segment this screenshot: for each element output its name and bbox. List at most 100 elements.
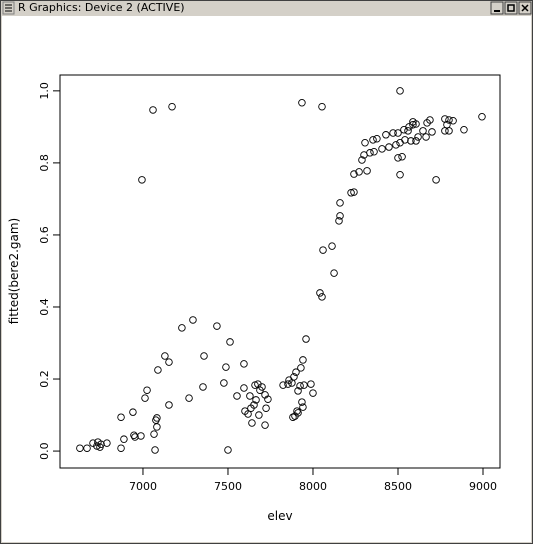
- x-tick-label: 7500: [214, 480, 242, 493]
- data-point: [143, 386, 151, 394]
- plot-device: [2, 16, 531, 542]
- data-point: [76, 444, 84, 452]
- data-point: [385, 143, 393, 151]
- data-point: [262, 404, 270, 412]
- data-point: [409, 120, 417, 129]
- data-point: [358, 156, 366, 164]
- data-point: [412, 137, 420, 145]
- menu-icon[interactable]: [2, 1, 15, 15]
- data-point: [151, 446, 159, 454]
- data-point: [350, 170, 358, 178]
- data-point: [129, 408, 137, 416]
- data-point: [398, 153, 406, 161]
- data-point: [350, 188, 358, 196]
- data-point: [361, 138, 369, 147]
- data-point: [396, 171, 404, 179]
- data-point: [290, 373, 298, 381]
- data-point: [336, 199, 344, 207]
- y-tick-label: 0.8: [38, 154, 51, 172]
- data-point: [165, 358, 173, 366]
- data-point: [445, 127, 453, 135]
- data-point: [294, 387, 302, 395]
- data-point: [412, 120, 420, 128]
- data-point: [165, 401, 173, 409]
- data-point: [298, 98, 306, 107]
- data-point: [299, 356, 307, 364]
- data-point: [131, 433, 139, 441]
- data-point: [213, 322, 221, 330]
- data-point: [319, 246, 327, 254]
- data-point: [330, 269, 338, 277]
- data-point: [141, 394, 149, 402]
- data-point: [370, 147, 378, 156]
- data-point: [289, 413, 297, 421]
- data-point: [161, 352, 169, 360]
- data-point: [414, 133, 422, 141]
- data-point: [336, 212, 344, 220]
- window-buttons[interactable]: [490, 1, 532, 15]
- data-point: [460, 126, 468, 134]
- data-point: [120, 435, 128, 443]
- data-point: [309, 389, 317, 397]
- data-point: [478, 113, 486, 121]
- data-point: [224, 446, 232, 454]
- data-point: [294, 409, 302, 417]
- data-point: [255, 411, 263, 419]
- data-point: [240, 360, 248, 368]
- data-point: [407, 137, 415, 145]
- x-tick-label: 7000: [129, 480, 157, 493]
- data-point: [97, 440, 105, 448]
- x-tick-label: 8000: [299, 480, 327, 493]
- data-point: [396, 87, 404, 95]
- window-title: R Graphics: Device 2 (ACTIVE): [18, 1, 185, 14]
- data-point: [394, 129, 402, 137]
- y-axis-label: fitted(bere2.gam): [7, 218, 21, 325]
- data-point: [445, 116, 453, 124]
- data-point: [298, 398, 306, 406]
- data-point: [426, 116, 434, 124]
- data-point: [246, 392, 254, 400]
- data-point: [150, 430, 158, 438]
- data-point: [178, 324, 186, 332]
- data-point: [248, 419, 256, 427]
- data-point: [154, 366, 162, 374]
- data-point: [401, 136, 409, 144]
- data-point: [318, 102, 326, 111]
- data-point: [226, 338, 234, 346]
- data-point: [284, 380, 292, 388]
- data-point: [307, 380, 315, 388]
- data-point: [252, 396, 260, 404]
- data-point: [347, 189, 355, 197]
- data-point: [328, 242, 336, 250]
- data-point: [432, 176, 440, 184]
- data-point: [93, 442, 101, 450]
- data-point: [261, 421, 269, 429]
- data-point: [366, 149, 374, 157]
- data-point: [297, 364, 305, 372]
- data-point: [302, 335, 310, 343]
- x-tick-label: 9000: [469, 480, 497, 493]
- data-point: [117, 444, 125, 452]
- data-point: [318, 293, 326, 301]
- data-point: [404, 127, 412, 135]
- data-point: [373, 135, 381, 143]
- data-point: [300, 381, 308, 389]
- data-point: [153, 414, 161, 422]
- data-point: [117, 413, 125, 421]
- data-point: [168, 102, 176, 111]
- y-tick-label: 1.0: [38, 82, 51, 100]
- x-tick-label: 8500: [384, 480, 412, 493]
- y-tick-label: 0.4: [38, 298, 51, 316]
- data-point: [292, 368, 300, 376]
- data-point: [279, 381, 287, 389]
- data-point: [200, 352, 208, 360]
- data-point: [369, 136, 377, 144]
- y-tick-label: 0.6: [38, 226, 51, 244]
- data-point: [296, 382, 304, 390]
- data-point: [389, 129, 397, 137]
- data-point: [250, 401, 258, 409]
- data-point: [378, 145, 386, 153]
- data-point: [355, 168, 363, 176]
- data-point: [222, 363, 230, 371]
